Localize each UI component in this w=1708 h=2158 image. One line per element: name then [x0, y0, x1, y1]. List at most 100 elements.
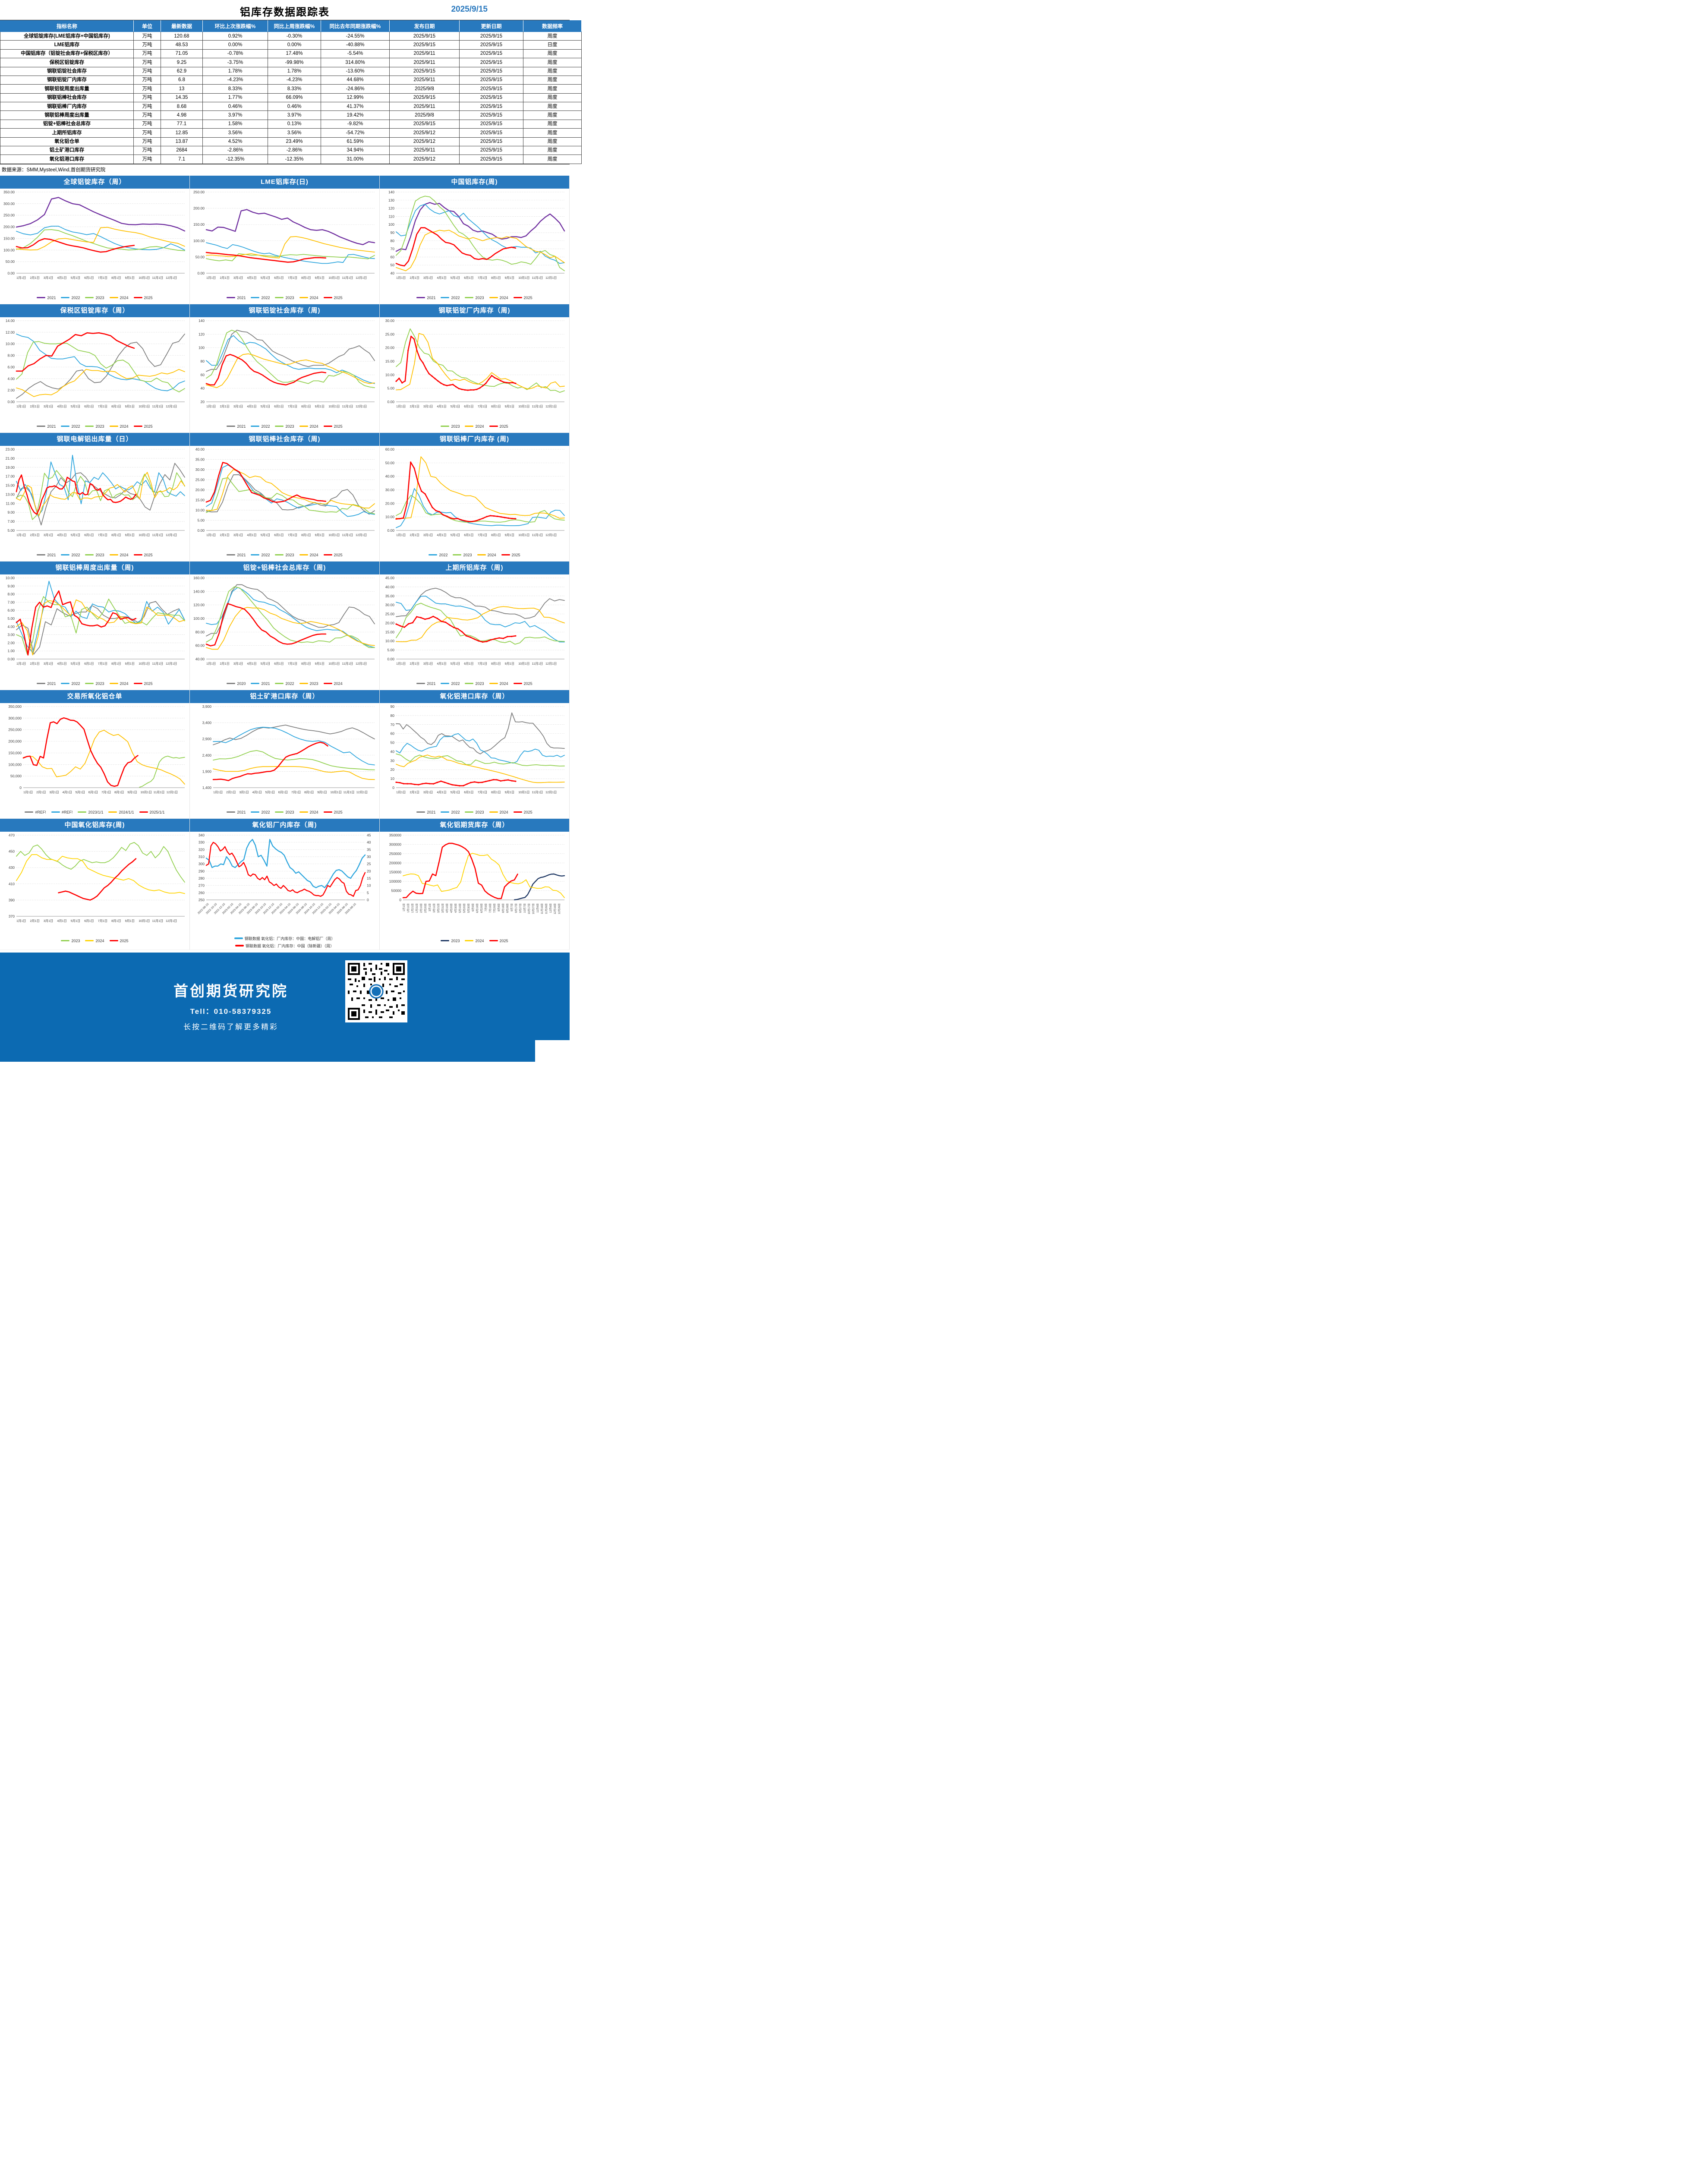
chart-cell: 钢联铝锭社会库存（周) 20 40 60 80 100 120 140 1月1日 2月1日 3月1… — [190, 304, 380, 433]
indicator-name: 钢联铝棒厂内库存 — [0, 101, 134, 111]
svg-text:11月1日: 11月1日 — [532, 790, 543, 794]
chart-cell: 钢联铝棒厂内库存 (周) 0.00 10.00 20.00 30.00 40.00 50.… — [380, 432, 570, 562]
legend-label: 2024/1/1 — [119, 810, 134, 814]
legend-label: 2022 — [71, 681, 80, 686]
svg-text:60.00: 60.00 — [385, 447, 395, 451]
svg-text:2月1日: 2月1日 — [30, 919, 39, 923]
legend-label: 2021 — [47, 424, 56, 429]
svg-text:1月1日: 1月1日 — [396, 276, 406, 280]
table-cell: -5.54% — [321, 49, 390, 59]
svg-text:4.00: 4.00 — [7, 624, 15, 628]
svg-text:12月1日: 12月1日 — [166, 276, 177, 280]
svg-text:11月1日: 11月1日 — [152, 919, 164, 923]
table-cell: 2025/9/15 — [459, 119, 523, 129]
svg-text:2月1日: 2月1日 — [410, 533, 419, 537]
svg-text:370: 370 — [9, 914, 15, 918]
table-cell: 万吨 — [133, 84, 161, 94]
svg-text:6月1日: 6月1日 — [84, 404, 94, 408]
svg-text:12月1日: 12月1日 — [356, 533, 367, 537]
legend-label: 2021 — [237, 424, 246, 429]
legend-swatch — [323, 297, 332, 299]
svg-text:120: 120 — [388, 206, 394, 210]
svg-text:160.00: 160.00 — [193, 576, 205, 580]
table-cell: -2.86% — [202, 145, 268, 155]
legend-label: 2023 — [475, 681, 484, 686]
column-header: 发布日期 — [389, 20, 460, 32]
svg-text:9月1日: 9月1日 — [125, 919, 135, 923]
legend-item: 2023 — [275, 810, 294, 814]
legend-item: 2023 — [299, 681, 318, 686]
legend-swatch — [416, 811, 425, 813]
svg-text:1月11日: 1月11日 — [407, 903, 410, 913]
table-cell: 2025/9/15 — [389, 31, 460, 41]
legend-swatch — [139, 811, 148, 813]
table-cell: 2025/9/12 — [389, 128, 460, 138]
svg-text:5月1日: 5月1日 — [261, 533, 270, 537]
legend-label: 2024 — [120, 681, 129, 686]
svg-text:45.00: 45.00 — [385, 576, 395, 580]
svg-text:12月1日: 12月1日 — [166, 533, 177, 537]
legend-item: 2024 — [489, 810, 508, 814]
legend-swatch — [133, 425, 142, 427]
svg-text:3月31日: 3月31日 — [441, 903, 444, 913]
svg-text:30: 30 — [367, 855, 371, 859]
svg-text:10月1日: 10月1日 — [139, 662, 150, 666]
svg-text:20: 20 — [391, 767, 395, 772]
svg-text:7月29日: 7月29日 — [493, 903, 496, 913]
svg-text:450: 450 — [9, 849, 15, 853]
legend-label: 2022 — [71, 552, 80, 557]
chart-canvas: 0.00 10.00 20.00 30.00 40.00 50.00 60.00 1月1日 2月… — [385, 447, 565, 537]
legend-label: 2025 — [499, 938, 508, 943]
chart-cell: 钢联电解铝出库量（日） 5.00 7.00 9.00 11.00 13.00 15.00 1… — [0, 432, 190, 562]
svg-text:10.00: 10.00 — [6, 576, 15, 580]
svg-text:12月1日: 12月1日 — [356, 790, 368, 794]
legend-label: 2024 — [475, 938, 484, 943]
svg-text:4月1日: 4月1日 — [437, 662, 446, 666]
table-cell: -4.23% — [268, 75, 321, 85]
svg-text:330: 330 — [199, 840, 205, 844]
table-cell: 周度 — [523, 155, 582, 164]
legend-item: 2023 — [275, 296, 294, 300]
legend-swatch — [323, 811, 332, 813]
svg-text:30.00: 30.00 — [195, 467, 205, 472]
table-cell: 周度 — [523, 101, 582, 111]
table-cell: 7.1 — [161, 155, 203, 164]
svg-text:6.00: 6.00 — [7, 365, 15, 369]
svg-text:9.00: 9.00 — [7, 510, 15, 514]
svg-text:15.00: 15.00 — [6, 483, 15, 487]
svg-text:3月1日: 3月1日 — [44, 919, 53, 923]
svg-text:20: 20 — [201, 400, 205, 404]
svg-text:70: 70 — [391, 246, 395, 251]
legend-item: 2024 — [489, 681, 508, 686]
chart-canvas: 20 40 60 80 100 120 140 1月1日 2月1日 3月1日 4月1日 5月1日 6月1… — [199, 319, 375, 408]
column-header: 单位 — [133, 20, 161, 32]
table-cell: 3.56% — [268, 128, 321, 138]
column-header: 同比上周涨跌幅% — [268, 20, 321, 32]
svg-text:250,000: 250,000 — [8, 727, 22, 732]
svg-text:5.00: 5.00 — [197, 518, 205, 522]
svg-text:7月1日: 7月1日 — [478, 790, 487, 794]
svg-text:10月1日: 10月1日 — [139, 919, 150, 923]
legend-item: 2024 — [109, 424, 129, 429]
legend-swatch — [323, 425, 332, 427]
legend-label: 2021 — [47, 681, 56, 686]
table-cell: 14.35 — [161, 93, 203, 103]
legend-label: 2023 — [95, 552, 104, 557]
svg-text:4月1日: 4月1日 — [57, 276, 66, 280]
svg-text:90: 90 — [391, 230, 395, 235]
legend-label: 2024 — [309, 810, 318, 814]
svg-text:6月1日: 6月1日 — [274, 404, 284, 408]
svg-text:6月29日: 6月29日 — [480, 903, 483, 913]
svg-text:4月1日: 4月1日 — [437, 276, 446, 280]
legend-swatch — [275, 425, 284, 427]
svg-text:12月1日: 12月1日 — [166, 662, 177, 666]
chart-title: 钢联铝棒厂内库存 (周) — [380, 432, 569, 446]
svg-text:10月17日: 10月17日 — [528, 903, 531, 914]
indicator-name: 钢联铝棒周度出库量 — [0, 110, 134, 120]
legend-item: 2025 — [513, 296, 533, 300]
legend-item: 2021 — [37, 553, 56, 557]
svg-text:2月1日: 2月1日 — [410, 404, 419, 408]
svg-text:20.00: 20.00 — [195, 488, 205, 492]
legend-label: 2023 — [95, 295, 104, 300]
chart-title: 中国铝库存(周) — [380, 175, 569, 189]
